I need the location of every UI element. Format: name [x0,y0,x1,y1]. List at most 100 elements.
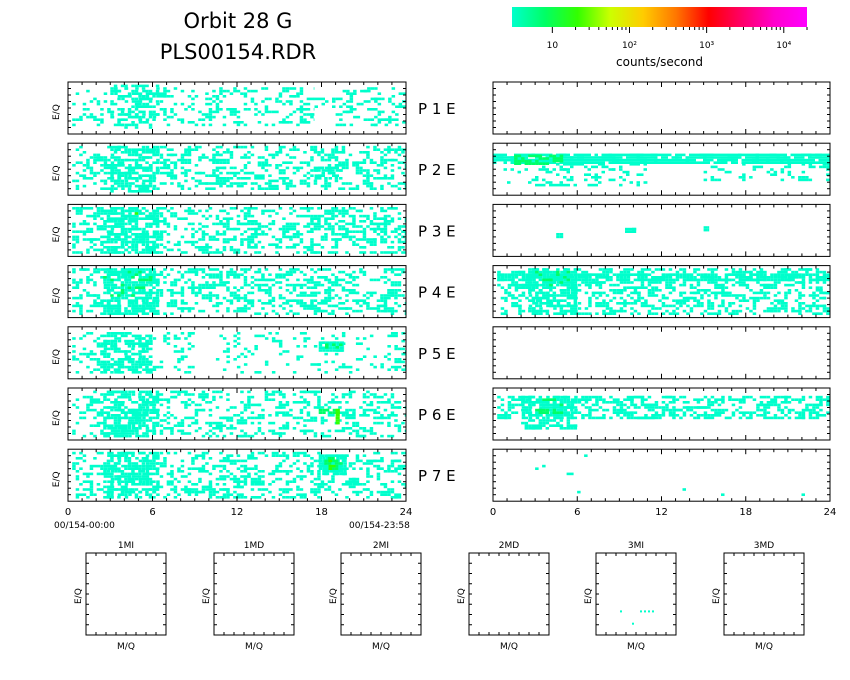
data-cell [96,268,101,271]
data-cell [731,302,736,305]
data-cell [257,110,262,114]
data-cell [128,184,132,188]
data-cell [700,289,711,292]
data-cell [155,151,160,154]
data-cell [394,268,405,271]
orbit-title: Orbit 28 G [184,9,293,33]
data-cell [127,304,132,308]
data-cell [700,294,704,297]
data-cell [120,240,125,244]
data-cell [808,281,813,284]
data-cell [212,95,216,98]
data-cell [661,156,665,159]
data-cell [215,214,220,218]
data-cell [374,97,378,101]
data-cell [797,158,801,162]
data-cell [780,170,785,174]
data-region [110,145,160,193]
colorbar-tick-label: 10² [622,41,637,51]
data-cell [191,177,195,180]
data-cell [563,183,567,187]
data-cell [138,115,142,119]
data-cell [734,158,738,162]
data-cell [149,169,153,172]
data-cell [156,289,160,292]
data-cell [226,286,230,289]
data-cell [141,312,146,315]
data-cell [306,182,311,185]
data-cell [141,235,146,239]
data-cell [679,276,683,279]
data-cell [390,230,395,233]
data-cell [138,217,150,220]
data-cell [114,148,118,151]
data-cell [156,187,160,190]
data-cell [387,368,391,371]
data-cell [696,302,701,305]
data-cell [163,164,167,167]
data-cell [362,220,367,223]
data-cell [114,235,118,239]
data-cell [369,294,374,297]
data-cell [257,371,262,374]
data-cell [587,161,591,164]
data-cell [219,108,223,111]
pitch-row-label-3: P 3 E [418,222,456,240]
data-cell [79,309,83,313]
data-cell [120,291,125,295]
data-cell [113,360,118,364]
data-cell [394,227,398,231]
data-cell [148,268,153,271]
data-cell [155,238,160,241]
data-cell [815,273,820,276]
data-cell [759,296,764,300]
data-cell [191,227,195,231]
data-cell [776,156,780,159]
data-cell [542,273,546,276]
data-cell [177,248,181,252]
data-cell [247,108,251,111]
data-cell [345,312,349,315]
data-cell [187,270,199,274]
data-cell [335,97,343,101]
data-cell [145,304,149,308]
y-axis-label: E/Q [52,104,62,120]
data-cell [706,158,710,162]
data-cell [198,222,202,226]
data-cell [559,159,564,163]
data-cell [503,153,507,157]
data-cell [380,164,384,167]
data-cell [346,105,354,108]
data-cell [75,148,80,151]
data-cell [619,165,623,169]
data-cell [707,302,711,305]
data-cell [325,343,329,346]
data-cell [577,268,582,271]
data-cell [247,161,251,164]
data-cell [103,334,107,338]
data-cell [801,307,806,310]
data-cell [394,148,402,151]
data-cell [563,168,567,171]
data-cell [317,153,321,157]
data-cell [545,162,550,165]
data-cell [285,225,297,228]
data-cell [773,294,778,297]
data-cell [341,214,346,218]
data-cell [588,296,592,300]
data-cell [117,291,121,295]
data-cell [355,161,360,164]
data-cell [180,102,185,106]
data-cell [552,273,557,276]
data-cell [703,228,708,232]
data-cell [159,161,164,164]
data-cell [86,108,90,111]
data-cell [654,286,659,289]
data-cell [117,371,122,374]
data-cell [303,161,307,164]
data-cell [170,268,174,271]
data-cell [352,220,356,223]
data-cell [138,276,143,279]
data-cell [106,368,111,371]
data-cell [187,158,192,162]
